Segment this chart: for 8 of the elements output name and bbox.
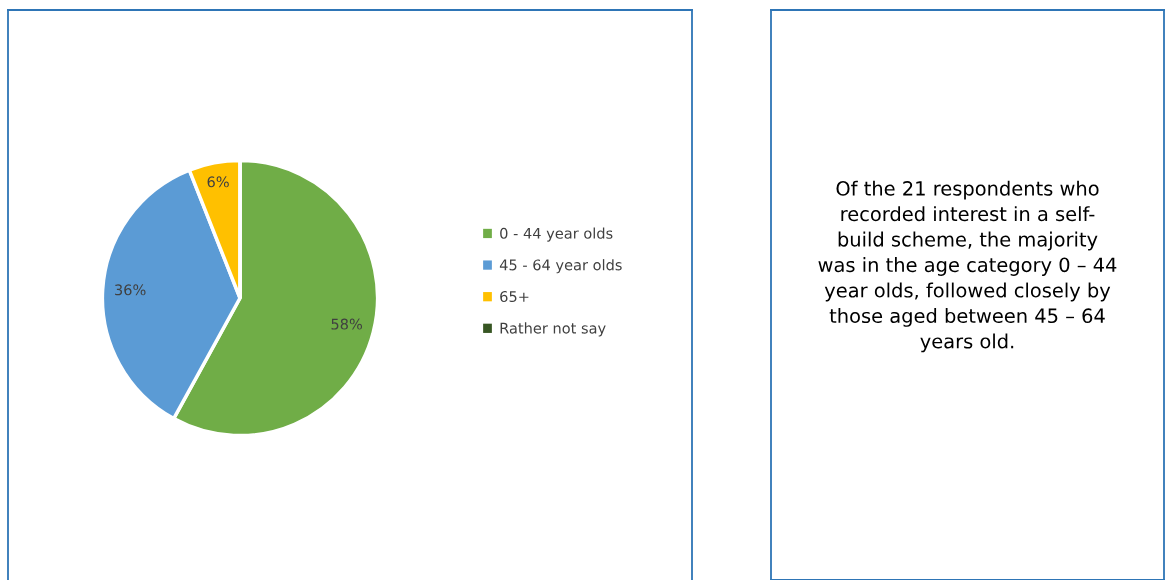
data-label: 6% — [207, 176, 229, 188]
data-label: 36% — [115, 284, 146, 296]
legend-label: 0 - 44 year olds — [500, 227, 613, 242]
text: Of the 21 respondents who recorded interest in a self- build scheme, the majority was in the age category 0 – 44 year olds, followed closely by those aged between 45 – 64 years old. — [818, 180, 1117, 353]
legend-label: 65+ — [500, 291, 529, 303]
legend-label: 45 - 64 year olds — [499, 259, 622, 274]
legend-label: Rather not say — [500, 322, 606, 337]
data-label: 58% — [331, 318, 363, 330]
